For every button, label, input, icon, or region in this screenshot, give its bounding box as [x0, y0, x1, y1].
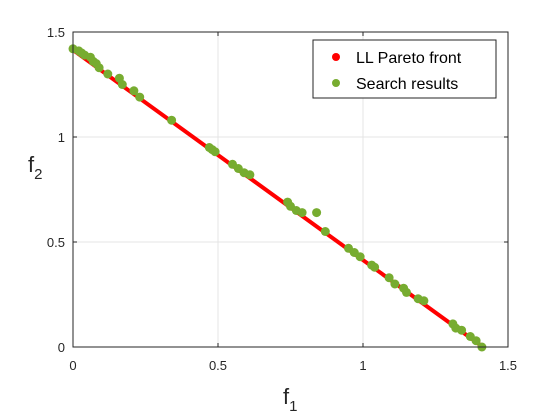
y-tick-label: 0 [58, 340, 65, 355]
search-result-point [320, 227, 330, 236]
legend-box [312, 39, 497, 99]
search-result-point [312, 208, 322, 218]
ticks: 0 0.5 1 1.5 0 0.5 1 1.5 [47, 25, 517, 373]
search-result-point [390, 279, 400, 289]
y-tick-label: 1 [58, 130, 65, 145]
x-tick-label: 0.5 [209, 358, 227, 373]
search-result-point [419, 296, 429, 306]
x-axis-label: f1 [283, 384, 297, 415]
search-results-layer [68, 44, 487, 352]
x-axis-label-main: f [283, 384, 290, 409]
axes-box [72, 31, 509, 348]
search-result-point [402, 287, 411, 297]
search-result-point [384, 273, 394, 283]
legend-marker-pareto-front [332, 53, 340, 61]
search-result-point [129, 86, 139, 96]
legend-label-pareto-front: LL Pareto front [356, 50, 462, 67]
search-result-point [457, 325, 467, 335]
search-result-point [245, 170, 255, 180]
search-result-point [210, 147, 220, 157]
y-tick-label: 0.5 [47, 235, 65, 250]
legend: LL Pareto front Search results [312, 39, 497, 99]
x-axis-label-sub: 1 [289, 398, 297, 415]
x-tick-label: 1.5 [499, 358, 517, 373]
search-result-point [355, 252, 365, 262]
search-result-point [370, 262, 380, 272]
search-result-point [103, 69, 113, 79]
legend-label-search-results: Search results [356, 76, 458, 93]
y-axis-label-sub: 2 [34, 166, 42, 183]
y-axis-label: f2 [28, 152, 42, 183]
search-result-point [471, 336, 481, 346]
y-axis-label-main: f [28, 152, 35, 177]
y-tick-label: 1.5 [47, 25, 65, 40]
search-result-point [167, 115, 177, 125]
legend-marker-search-results [332, 79, 340, 87]
x-tick-label: 1 [359, 358, 366, 373]
search-result-point [135, 92, 145, 102]
search-result-point [117, 80, 127, 89]
search-result-point [94, 63, 104, 73]
x-tick-label: 0 [69, 358, 76, 373]
search-result-point [297, 208, 307, 218]
